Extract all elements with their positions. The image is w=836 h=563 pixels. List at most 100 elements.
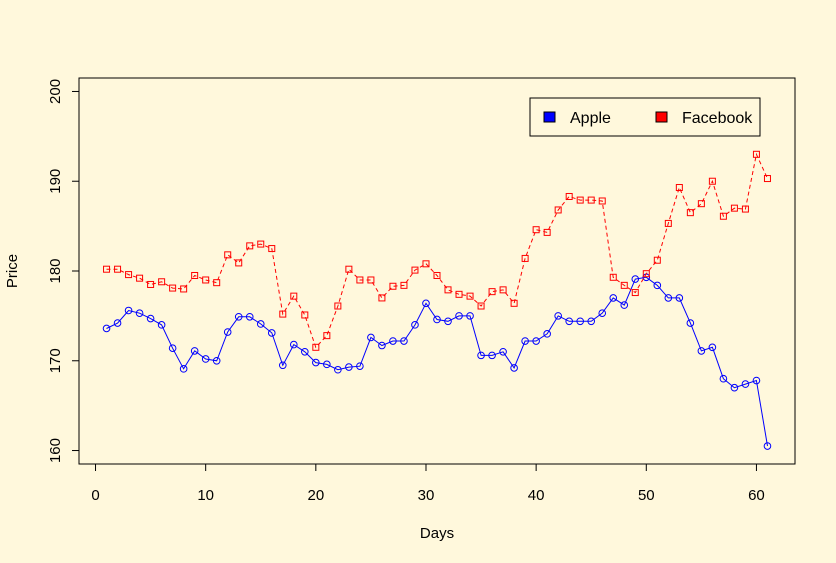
data-point-apple: [113, 319, 122, 327]
data-point-facebook: [279, 310, 287, 318]
y-tick-label: 180: [47, 258, 64, 283]
x-axis-title: Days: [420, 525, 454, 542]
data-point-apple: [664, 294, 673, 302]
data-point-apple: [653, 281, 662, 290]
y-tick-label: 200: [47, 79, 64, 104]
data-point-apple: [609, 294, 618, 302]
data-point-apple: [620, 301, 629, 309]
data-point-facebook: [664, 219, 672, 227]
data-point-facebook: [477, 302, 485, 310]
data-point-facebook: [741, 205, 749, 213]
legend-swatch-facebook: [655, 111, 668, 123]
data-point-apple: [631, 275, 640, 283]
data-point-facebook: [466, 292, 474, 300]
data-point-apple: [345, 363, 353, 371]
legend: Apple Facebook: [529, 97, 761, 137]
data-point-apple: [433, 315, 441, 324]
data-point-apple: [245, 312, 254, 321]
data-point-apple: [499, 347, 507, 356]
data-point-apple: [455, 312, 463, 320]
data-point-facebook: [367, 276, 375, 284]
data-point-apple: [741, 380, 750, 388]
data-point-apple: [576, 317, 585, 326]
data-point-facebook: [554, 206, 562, 214]
data-point-facebook: [642, 270, 650, 278]
data-point-apple: [234, 312, 243, 321]
data-point-apple: [521, 337, 529, 345]
data-point-facebook: [290, 292, 298, 300]
data-point-facebook: [565, 192, 573, 200]
x-tick-label: 50: [638, 487, 655, 504]
data-point-apple: [543, 330, 551, 338]
data-point-facebook: [576, 196, 584, 204]
data-point-facebook: [609, 273, 617, 281]
data-point-apple: [719, 374, 728, 383]
data-point-facebook: [631, 289, 639, 297]
series-line-facebook: [106, 152, 768, 349]
data-point-apple: [554, 312, 562, 320]
data-point-apple: [334, 365, 342, 374]
data-point-facebook: [356, 276, 364, 284]
data-point-facebook: [224, 251, 232, 259]
data-point-facebook: [763, 175, 771, 183]
data-point-facebook: [719, 212, 727, 220]
data-point-apple: [168, 344, 177, 353]
data-point-apple: [587, 317, 596, 326]
data-point-facebook: [136, 274, 144, 282]
data-point-apple: [278, 361, 287, 370]
data-point-apple: [312, 358, 320, 367]
series-facebook: [103, 150, 771, 351]
data-point-facebook: [213, 279, 221, 287]
series-layer: [102, 150, 772, 450]
data-point-facebook: [202, 276, 210, 284]
data-point-facebook: [125, 271, 133, 279]
data-point-facebook: [257, 240, 265, 248]
data-point-apple: [290, 340, 298, 349]
data-point-apple: [565, 317, 573, 326]
x-axis: 0 10 20 30 40 50 60: [91, 463, 765, 504]
y-axis: 160 170 180 190 200: [47, 79, 80, 463]
data-point-apple: [488, 351, 496, 360]
data-point-apple: [356, 362, 364, 370]
data-point-facebook: [653, 256, 661, 264]
data-point-apple: [411, 321, 419, 329]
data-point-apple: [267, 329, 276, 337]
data-point-facebook: [433, 271, 441, 279]
data-point-facebook: [510, 299, 518, 307]
data-point-facebook: [400, 281, 408, 289]
data-point-facebook: [675, 184, 683, 192]
data-point-apple: [466, 312, 474, 320]
data-point-apple: [400, 337, 408, 345]
data-point-apple: [212, 356, 221, 365]
y-tick-label: 190: [47, 169, 64, 194]
x-tick-label: 30: [418, 487, 435, 504]
x-tick-label: 10: [197, 487, 214, 504]
legend-label-apple: Apple: [570, 110, 611, 127]
data-point-apple: [146, 314, 155, 323]
data-point-apple: [532, 337, 540, 345]
data-point-apple: [135, 309, 144, 317]
data-point-facebook: [268, 245, 276, 253]
data-point-apple: [378, 341, 386, 350]
y-tick-label: 170: [47, 348, 64, 373]
data-point-facebook: [730, 204, 738, 212]
x-tick-label: 0: [91, 487, 99, 504]
data-point-apple: [256, 320, 265, 328]
data-point-apple: [477, 351, 485, 360]
data-point-apple: [763, 442, 772, 450]
data-point-facebook: [543, 228, 551, 236]
data-point-apple: [102, 324, 111, 333]
data-point-facebook: [598, 197, 606, 205]
data-point-facebook: [389, 282, 397, 290]
data-point-apple: [598, 309, 607, 317]
data-point-apple: [157, 321, 166, 329]
data-point-facebook: [246, 242, 254, 250]
data-point-apple: [675, 294, 684, 302]
data-point-apple: [223, 328, 232, 336]
data-point-facebook: [147, 280, 155, 288]
data-point-apple: [323, 360, 331, 369]
data-point-facebook: [312, 343, 320, 351]
data-point-apple: [444, 317, 452, 326]
x-tick-label: 60: [748, 487, 765, 504]
